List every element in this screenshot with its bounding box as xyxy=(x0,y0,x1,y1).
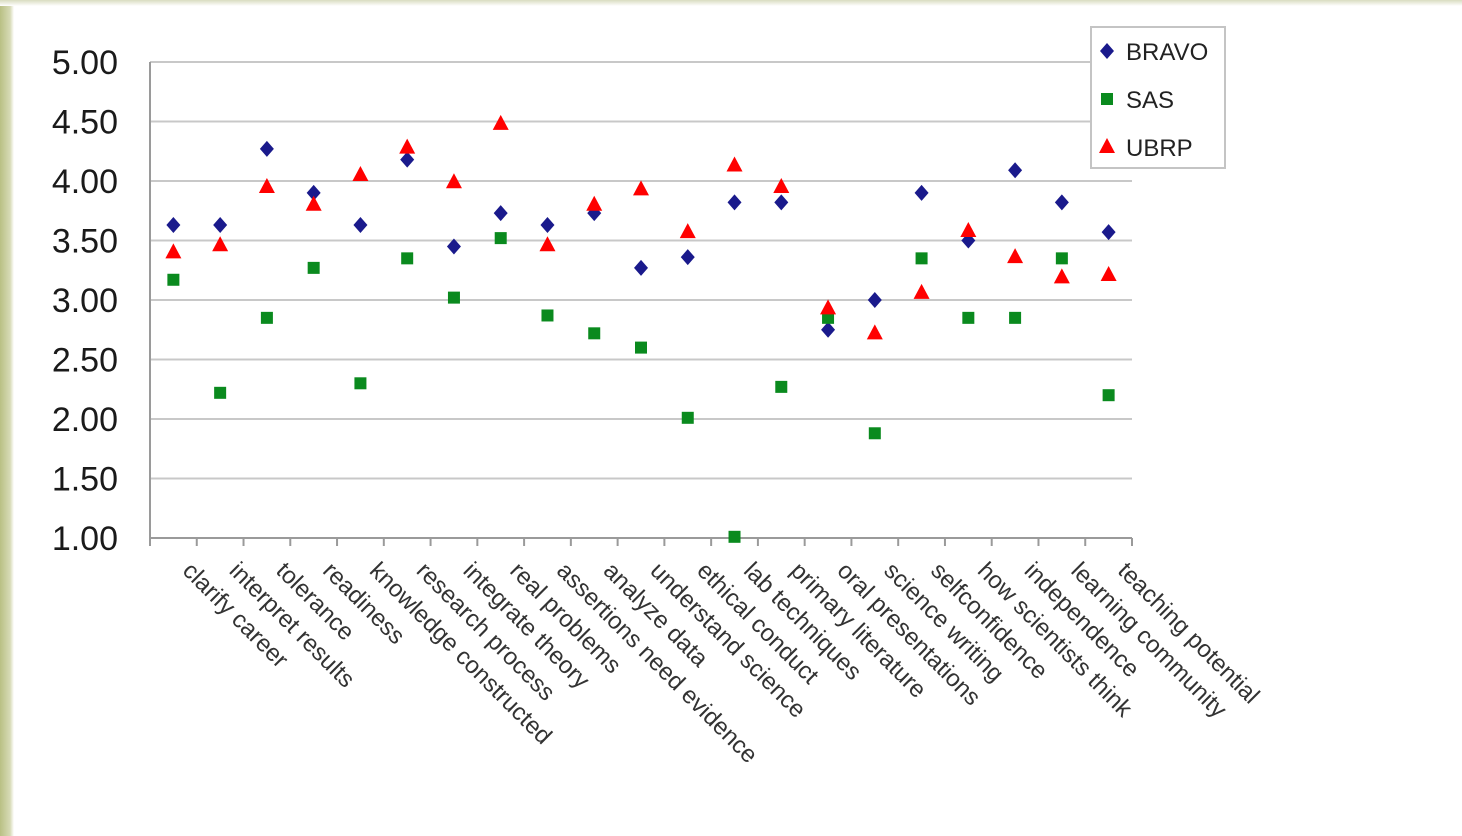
legend-bravo-marker xyxy=(1100,43,1114,59)
sas-point xyxy=(775,380,788,393)
ubrp-point xyxy=(913,283,930,299)
bravo-point xyxy=(213,217,228,234)
ubrp-point xyxy=(492,114,509,130)
sas-point xyxy=(868,427,881,440)
legend-sas-label: SAS xyxy=(1126,87,1174,114)
bravo-point xyxy=(634,259,648,276)
y-tick-label: 2.00 xyxy=(52,401,118,439)
sas-point xyxy=(541,309,554,322)
ubrp-point xyxy=(633,180,649,196)
ubrp-point xyxy=(586,195,603,211)
sas-point xyxy=(401,252,414,265)
sas-point xyxy=(588,327,601,340)
ubrp-point xyxy=(960,221,977,237)
sas-point xyxy=(962,311,975,324)
sas-point xyxy=(1009,311,1022,324)
chart-axes xyxy=(149,62,1133,546)
sas-point xyxy=(167,273,180,286)
ubrp-point xyxy=(305,195,322,211)
y-axis-tick-labels: 1.00 1.50 2.00 2.50 3.00 3.50 4.00 4.50 5.00 xyxy=(52,44,118,558)
sas-point xyxy=(635,341,647,354)
bravo-point xyxy=(306,184,321,201)
chart-gridlines xyxy=(150,61,1132,480)
bravo-point xyxy=(774,194,789,211)
ubrp-point xyxy=(1007,248,1024,264)
sas-point xyxy=(728,530,741,543)
chart-points xyxy=(165,114,1117,543)
bravo-point xyxy=(1054,194,1069,211)
ubrp-point xyxy=(165,243,182,259)
ubrp-point xyxy=(1100,266,1117,282)
ubrp-point xyxy=(445,173,462,189)
sas-point xyxy=(494,232,507,245)
ubrp-point xyxy=(258,177,275,193)
sas-point xyxy=(447,291,460,304)
sas-point xyxy=(214,386,227,399)
bravo-point xyxy=(166,217,181,234)
legend-ubrp-label: UBRP xyxy=(1126,135,1193,162)
ubrp-point xyxy=(399,138,416,154)
legend-ubrp-marker xyxy=(1099,138,1115,153)
ubrp-point xyxy=(539,236,556,252)
legend-sas-marker xyxy=(1101,93,1113,105)
sas-point xyxy=(307,261,320,274)
y-tick-label: 4.00 xyxy=(52,163,118,201)
bravo-point xyxy=(540,217,555,234)
bravo-point xyxy=(680,249,695,266)
sas-point xyxy=(822,311,835,324)
ubrp-point xyxy=(352,166,369,182)
y-tick-label: 1.00 xyxy=(52,520,118,558)
bravo-point xyxy=(1101,224,1116,241)
sas-point xyxy=(354,377,367,390)
bravo-point xyxy=(259,140,274,157)
ubrp-point xyxy=(773,177,790,193)
bravo-point xyxy=(821,321,836,338)
sas-point xyxy=(260,311,273,324)
bravo-point xyxy=(1008,162,1023,179)
y-tick-label: 3.50 xyxy=(52,223,118,261)
bravo-point xyxy=(914,184,929,201)
bravo-point xyxy=(400,151,415,168)
ubrp-point xyxy=(1053,268,1070,284)
chart-legend: BRAVO SAS UBRP xyxy=(1090,26,1226,169)
y-tick-label: 4.50 xyxy=(52,104,118,142)
slide-top-band xyxy=(0,0,1462,6)
legend-bravo-label: BRAVO xyxy=(1126,39,1208,66)
bravo-point xyxy=(727,194,742,211)
y-tick-label: 1.50 xyxy=(52,461,118,499)
ubrp-point xyxy=(820,299,837,315)
ubrp-point xyxy=(726,156,743,172)
ubrp-point xyxy=(679,223,696,239)
sas-point xyxy=(1055,252,1068,265)
sas-point xyxy=(681,411,694,424)
sas-point xyxy=(915,252,928,265)
y-tick-label: 3.00 xyxy=(52,282,118,320)
bravo-point xyxy=(353,217,368,234)
ubrp-point xyxy=(212,236,229,252)
bravo-point xyxy=(493,205,508,222)
ubrp-point xyxy=(866,324,883,340)
y-tick-label: 2.50 xyxy=(52,342,118,380)
sas-point xyxy=(1102,389,1115,402)
y-tick-label: 5.00 xyxy=(52,44,118,82)
bravo-point xyxy=(446,238,461,255)
bravo-point xyxy=(867,292,882,308)
